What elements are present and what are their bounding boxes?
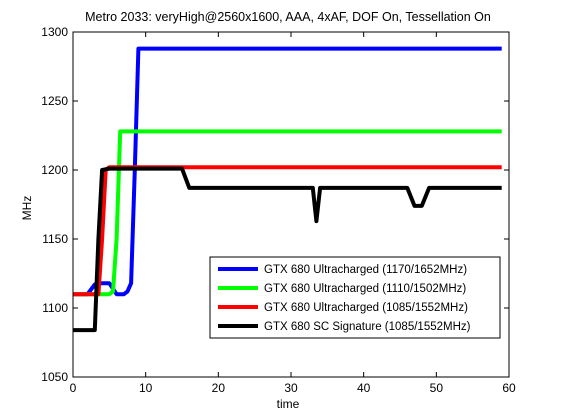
series-layer (73, 46, 502, 333)
y-tick-label: 1150 (42, 232, 68, 246)
legend-label-4: GTX 680 SC Signature (1085/1552MHz) (264, 321, 471, 333)
x-tick-label: 10 (139, 381, 153, 395)
legend-box (209, 256, 501, 339)
series-line-4 (73, 166, 502, 333)
y-tick-label: 1050 (41, 370, 68, 384)
x-tick-label: 50 (430, 381, 444, 395)
x-tick-label: 0 (70, 381, 77, 395)
ticks: 0 10 20 30 40 50 60 1050 1100 1150 1200 1250 1300 (41, 25, 516, 395)
x-tick-label: 40 (357, 381, 371, 395)
y-axis-label: MHz (20, 196, 34, 221)
x-tick-label: 30 (284, 381, 298, 395)
x-tick-label: 60 (502, 381, 516, 395)
legend-label-2: GTX 680 Ultracharged (1110/1502MHz) (264, 283, 466, 295)
legend: GTX 680 Ultracharged (1170/1652MHz) GTX 6… (209, 256, 501, 339)
y-tick-label: 1300 (41, 25, 68, 39)
y-tick-label: 1200 (41, 163, 68, 177)
legend-label-3: GTX 680 Ultracharged (1085/1552MHz) (264, 302, 468, 314)
x-tick-label: 20 (212, 381, 226, 395)
chart-title: Metro 2033: veryHigh@2560x1600, AAA, 4xA… (85, 10, 491, 24)
y-tick-label: 1100 (42, 301, 68, 315)
x-axis-label: time (277, 397, 300, 411)
legend-label-1: GTX 680 Ultracharged (1170/1652MHz) (264, 264, 467, 276)
series-line-2 (73, 129, 502, 297)
y-tick-label: 1250 (41, 94, 68, 108)
